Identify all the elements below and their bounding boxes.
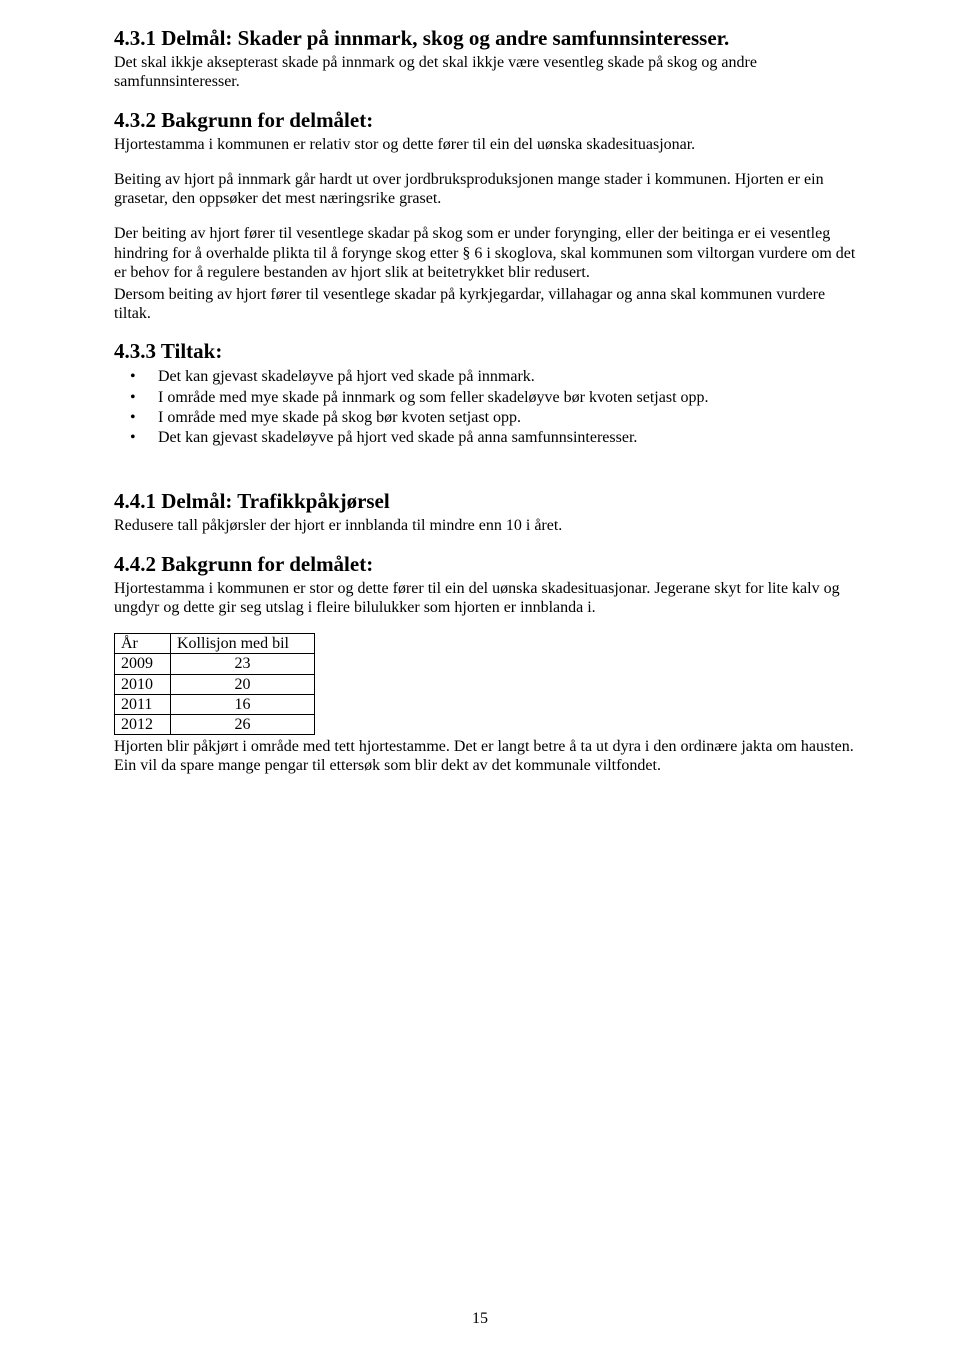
table-header-val: Kollisjon med bil (171, 634, 315, 654)
para-4-3-2-2: Beiting av hjort på innmark går hardt ut… (114, 170, 860, 208)
para-4-3-2-4: Dersom beiting av hjort fører til vesent… (114, 285, 860, 323)
collision-table: År Kollisjon med bil 2009 23 2010 20 201… (114, 633, 315, 735)
para-4-3-2-1: Hjortestamma i kommunen er relativ stor … (114, 135, 860, 154)
para-4-3-2-3: Der beiting av hjort fører til vesentleg… (114, 224, 860, 282)
table-cell-year: 2012 (115, 714, 171, 734)
list-item: Det kan gjevast skadeløyve på hjort ved … (130, 428, 860, 447)
table-cell-year: 2009 (115, 654, 171, 674)
table-cell-val: 26 (171, 714, 315, 734)
table-cell-val: 20 (171, 674, 315, 694)
table-cell-val: 23 (171, 654, 315, 674)
para-4-4-2-1: Hjortestamma i kommunen er stor og dette… (114, 579, 860, 617)
heading-4-3-3: 4.3.3 Tiltak: (114, 339, 860, 364)
table-row: 2010 20 (115, 674, 315, 694)
heading-4-4-1: 4.4.1 Delmål: Trafikkpåkjørsel (114, 489, 860, 514)
heading-4-3-2: 4.3.2 Bakgrunn for delmålet: (114, 108, 860, 133)
page-number: 15 (0, 1309, 960, 1328)
list-item: I område med mye skade på innmark og som… (130, 388, 860, 407)
table-cell-val: 16 (171, 694, 315, 714)
heading-4-3-1: 4.3.1 Delmål: Skader på innmark, skog og… (114, 26, 860, 51)
para-4-4-2-2: Hjorten blir påkjørt i område med tett h… (114, 737, 860, 775)
tiltak-list: Det kan gjevast skadeløyve på hjort ved … (130, 367, 860, 447)
table-cell-year: 2010 (115, 674, 171, 694)
table-row: 2009 23 (115, 654, 315, 674)
table-header-year: År (115, 634, 171, 654)
table-cell-year: 2011 (115, 694, 171, 714)
heading-4-4-2: 4.4.2 Bakgrunn for delmålet: (114, 552, 860, 577)
table-header-row: År Kollisjon med bil (115, 634, 315, 654)
list-item: I område med mye skade på skog bør kvote… (130, 408, 860, 427)
para-4-3-1: Det skal ikkje aksepterast skade på innm… (114, 53, 860, 91)
table-row: 2012 26 (115, 714, 315, 734)
list-item: Det kan gjevast skadeløyve på hjort ved … (130, 367, 860, 386)
table-row: 2011 16 (115, 694, 315, 714)
para-4-4-1: Redusere tall påkjørsler der hjort er in… (114, 516, 860, 535)
